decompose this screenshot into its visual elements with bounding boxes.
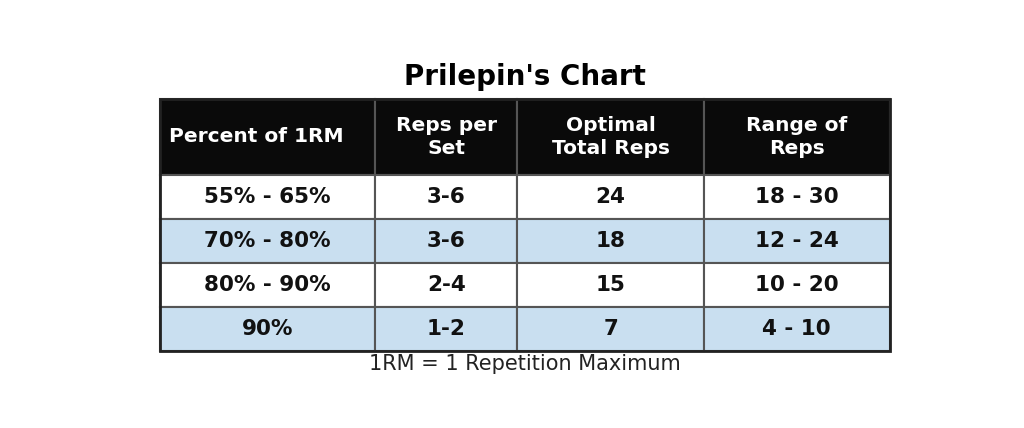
Text: Reps per
Set: Reps per Set [396,116,497,158]
Text: Prilepin's Chart: Prilepin's Chart [403,63,646,91]
Text: 1RM = 1 Repetition Maximum: 1RM = 1 Repetition Maximum [369,354,681,374]
Bar [703,263,890,307]
Text: 12 - 24: 12 - 24 [755,231,839,251]
Text: 1-2: 1-2 [427,319,466,339]
Text: 18: 18 [596,231,626,251]
Bar [703,307,890,351]
Bar [517,263,703,307]
Bar [703,219,890,263]
Text: 2-4: 2-4 [427,275,466,295]
Text: 80% - 90%: 80% - 90% [204,275,331,295]
Text: 24: 24 [596,187,626,207]
Bar [375,307,517,351]
Bar [703,99,890,175]
Text: 55% - 65%: 55% - 65% [204,187,331,207]
Bar [160,99,890,351]
Bar [160,175,375,219]
Bar [375,175,517,219]
Bar [517,219,703,263]
Bar [517,175,703,219]
Bar [375,219,517,263]
Bar [375,263,517,307]
Bar [517,307,703,351]
Text: 18 - 30: 18 - 30 [755,187,839,207]
Bar [160,219,375,263]
Bar [160,263,375,307]
Text: 3-6: 3-6 [427,187,466,207]
Bar [160,99,375,175]
Text: Percent of 1RM: Percent of 1RM [169,128,344,146]
Text: 90%: 90% [242,319,293,339]
Text: 10 - 20: 10 - 20 [755,275,839,295]
Text: Range of
Reps: Range of Reps [746,116,848,158]
Text: Optimal
Total Reps: Optimal Total Reps [552,116,670,158]
Text: 15: 15 [596,275,626,295]
Text: 70% - 80%: 70% - 80% [204,231,331,251]
Bar [160,307,375,351]
Bar [375,99,517,175]
Text: 3-6: 3-6 [427,231,466,251]
Bar [517,99,703,175]
Text: 7: 7 [603,319,618,339]
Text: 4 - 10: 4 - 10 [763,319,831,339]
Bar [703,175,890,219]
